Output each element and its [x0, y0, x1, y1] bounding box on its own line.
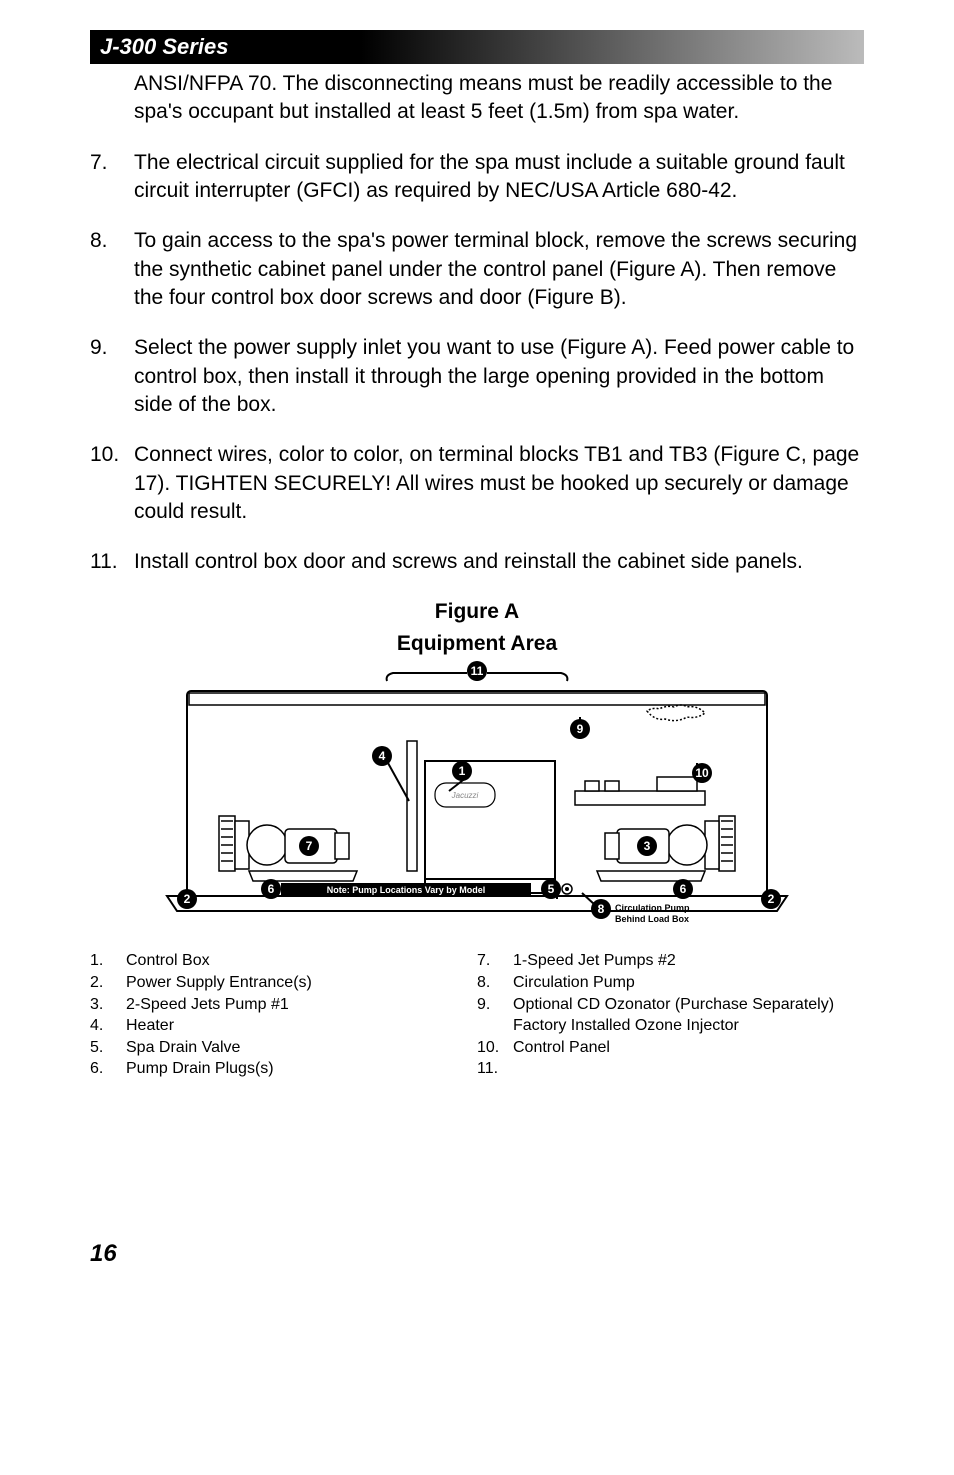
- legend-label: Pump Drain Plugs(s): [126, 1058, 477, 1080]
- legend-label: Power Supply Entrance(s): [126, 972, 477, 994]
- svg-text:6: 6: [680, 882, 687, 896]
- legend-num: [477, 1015, 513, 1037]
- figure-note: Note: Pump Locations Vary by Model: [327, 885, 486, 895]
- legend-label: Circulation Pump: [513, 972, 864, 994]
- circ-pump-label-2: Behind Load Box: [615, 914, 689, 924]
- figure-title-line2: Equipment Area: [90, 631, 864, 657]
- legend-num: 1.: [90, 950, 126, 972]
- svg-text:8: 8: [598, 902, 605, 916]
- instruction-8: 8. To gain access to the spa's power ter…: [90, 227, 864, 312]
- item-number: 9.: [90, 334, 134, 419]
- item-text: To gain access to the spa's power termin…: [134, 227, 864, 312]
- legend-num: 7.: [477, 950, 513, 972]
- svg-text:2: 2: [184, 892, 191, 906]
- item-number: 7.: [90, 149, 134, 206]
- item-number: 8.: [90, 227, 134, 312]
- item-number: 11.: [90, 548, 134, 576]
- item-text: The electrical circuit supplied for the …: [134, 149, 864, 206]
- legend-label: Optional CD Ozonator (Purchase Separatel…: [513, 994, 864, 1016]
- svg-text:5: 5: [548, 882, 555, 896]
- svg-text:6: 6: [268, 882, 275, 896]
- item-text: Select the power supply inlet you want t…: [134, 334, 864, 419]
- page-number: 16: [90, 1240, 864, 1268]
- legend-label: 1-Speed Jet Pumps #2: [513, 950, 864, 972]
- svg-text:7: 7: [306, 839, 313, 853]
- legend-label: Control Panel: [513, 1037, 864, 1059]
- item-number: 10.: [90, 441, 134, 526]
- instruction-10: 10. Connect wires, color to color, on te…: [90, 441, 864, 526]
- legend-num: 10.: [477, 1037, 513, 1059]
- circ-pump-label-1: Circulation Pump: [615, 903, 690, 913]
- svg-text:10: 10: [695, 766, 709, 780]
- legend-label: Control Box: [126, 950, 477, 972]
- instruction-7: 7. The electrical circuit supplied for t…: [90, 149, 864, 206]
- legend-label: Heater: [126, 1015, 477, 1037]
- legend-num: 3.: [90, 994, 126, 1016]
- legend-num: 9.: [477, 994, 513, 1016]
- svg-text:4: 4: [379, 749, 386, 763]
- svg-text:2: 2: [768, 892, 775, 906]
- figure-legend: 1. 2. 3. 4. 5. 6. Control Box Power Supp…: [90, 950, 864, 1080]
- svg-text:11: 11: [471, 664, 484, 678]
- legend-num: 2.: [90, 972, 126, 994]
- legend-num: 5.: [90, 1037, 126, 1059]
- legend-num: 6.: [90, 1058, 126, 1080]
- svg-text:9: 9: [577, 722, 584, 736]
- item-text: Connect wires, color to color, on termin…: [134, 441, 864, 526]
- jacuzzi-logo: Jacuzzi: [451, 791, 479, 800]
- svg-text:3: 3: [644, 839, 651, 853]
- item-text: Install control box door and screws and …: [134, 548, 864, 576]
- legend-num: 11.: [477, 1058, 513, 1080]
- instruction-9: 9. Select the power supply inlet you wan…: [90, 334, 864, 419]
- series-header: J-300 Series: [90, 30, 864, 64]
- continued-paragraph: ANSI/NFPA 70. The disconnecting means mu…: [134, 70, 864, 127]
- instruction-11: 11. Install control box door and screws …: [90, 548, 864, 576]
- figure-title-line1: Figure A: [90, 599, 864, 625]
- legend-num: 8.: [477, 972, 513, 994]
- figure-a-diagram: Jacuzzi Note: Pump Loca: [90, 661, 864, 936]
- legend-label: Factory Installed Ozone Injector: [513, 1015, 864, 1037]
- legend-label: Spa Drain Valve: [126, 1037, 477, 1059]
- legend-num: 4.: [90, 1015, 126, 1037]
- legend-label: 2-Speed Jets Pump #1: [126, 994, 477, 1016]
- svg-text:1: 1: [459, 764, 466, 778]
